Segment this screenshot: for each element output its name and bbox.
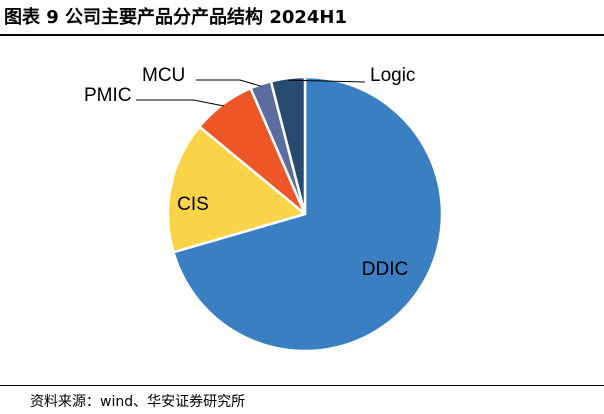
leader-lines bbox=[136, 79, 366, 107]
leader-line-mcu bbox=[196, 79, 262, 87]
pie-slices bbox=[166, 75, 444, 353]
slice-logic bbox=[269, 75, 307, 216]
slice-label-mcu: MCU bbox=[142, 65, 185, 86]
slice-cis bbox=[166, 125, 307, 254]
slice-labels: DDIC CIS PMIC MCU Logic bbox=[84, 65, 415, 280]
slice-ddic bbox=[172, 75, 444, 353]
slice-label-ddic: DDIC bbox=[362, 259, 408, 280]
source-note: 资料来源：wind、华安证券研究所 bbox=[30, 394, 246, 410]
leader-line-pmic bbox=[136, 99, 224, 107]
slice-label-logic: Logic bbox=[370, 65, 415, 86]
source-divider bbox=[0, 385, 604, 386]
figure-title: 图表 9 公司主要产品分产品结构 2024H1 bbox=[4, 7, 348, 28]
slice-label-cis: CIS bbox=[177, 194, 209, 215]
title-divider bbox=[0, 34, 604, 36]
slice-label-pmic: PMIC bbox=[84, 85, 132, 106]
leader-line-logic bbox=[288, 79, 366, 83]
